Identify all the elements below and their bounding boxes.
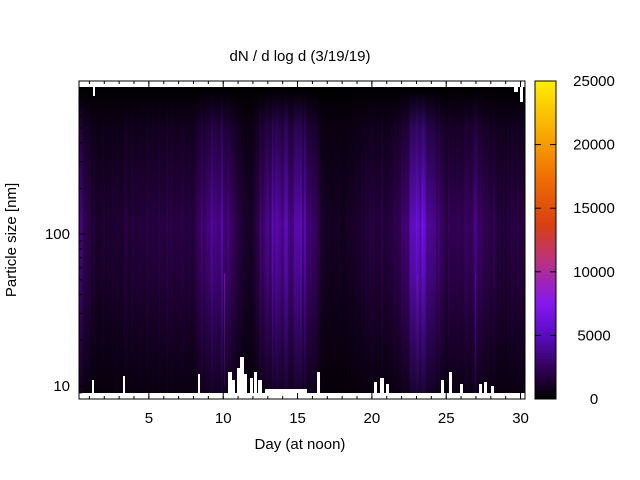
plot-frame — [78, 80, 526, 400]
x-axis-label: Day (at noon) — [255, 436, 346, 453]
y-axis-label: Particle size [nm] — [3, 183, 20, 297]
x-tick-label: 5 — [145, 410, 153, 427]
upper-edge-band — [79, 86, 525, 92]
plot-area — [79, 81, 525, 399]
chart-title: dN / d log d (3/19/19) — [230, 48, 371, 65]
colorbar-tick-label: 5000 — [577, 327, 610, 344]
colorbar-tick-label: 10000 — [573, 264, 615, 281]
colorbar-tick-label: 15000 — [573, 200, 615, 217]
x-tick-label: 20 — [364, 410, 381, 427]
colorbar-tick-label: 20000 — [573, 137, 615, 154]
colorbar-tick-label: 0 — [590, 391, 598, 408]
x-tick-label: 30 — [512, 410, 529, 427]
y-tick-label: 10 — [53, 378, 70, 395]
x-tick-label: 25 — [438, 410, 455, 427]
y-tick-label: 100 — [45, 226, 70, 243]
colorbar-tick-label: 25000 — [573, 73, 615, 90]
missing-data-patches — [79, 81, 525, 399]
colorbar-axis: 0 5000 10000 15000 20000 25000 — [535, 73, 615, 408]
size-shading — [79, 88, 525, 393]
x-tick-label: 15 — [289, 410, 306, 427]
x-tick-label: 10 — [215, 410, 232, 427]
x-axis: 5 10 15 20 25 30 — [88, 81, 529, 427]
colorbar — [534, 80, 557, 400]
y-axis: 10 100 — [45, 88, 86, 395]
